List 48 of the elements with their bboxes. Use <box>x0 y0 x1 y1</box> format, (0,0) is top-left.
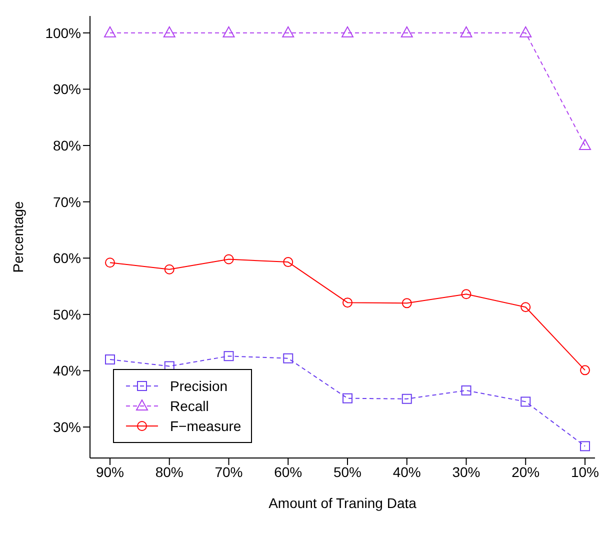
x-tick-label: 60% <box>274 464 302 480</box>
x-tick-label: 20% <box>512 464 540 480</box>
y-tick-label: 50% <box>52 306 81 322</box>
point <box>400 26 413 38</box>
y-tick-label: 80% <box>52 137 81 154</box>
x-tick-label: 40% <box>392 464 421 480</box>
x-tick-label: 30% <box>452 464 480 480</box>
point <box>342 26 354 38</box>
point <box>520 302 531 312</box>
point <box>282 26 294 38</box>
y-tick-label: 60% <box>52 250 81 266</box>
point <box>105 354 115 364</box>
point <box>402 394 412 404</box>
point <box>163 26 176 38</box>
y-tick-label: 100% <box>45 24 81 41</box>
point <box>224 351 234 362</box>
point <box>402 298 412 308</box>
point <box>461 289 472 300</box>
legend-label: Precision <box>170 378 228 394</box>
x-tick-label: 80% <box>155 464 184 480</box>
point <box>580 365 590 376</box>
point <box>580 441 590 452</box>
point <box>460 26 472 38</box>
point <box>164 264 174 274</box>
point <box>104 26 116 38</box>
point <box>342 393 352 404</box>
legend-label: F−measure <box>170 418 242 434</box>
point <box>520 396 531 407</box>
y-tick-label: 30% <box>52 419 81 435</box>
y-tick-label: 70% <box>52 194 81 210</box>
point <box>222 26 235 38</box>
point <box>520 26 532 38</box>
point <box>579 139 591 150</box>
point <box>461 385 472 396</box>
x-tick-label: 50% <box>333 464 362 480</box>
y-tick-label: 40% <box>52 362 81 379</box>
point <box>283 353 294 364</box>
point <box>283 257 294 268</box>
legend-label: Recall <box>170 398 209 414</box>
x-tick-label: 70% <box>214 464 243 480</box>
point <box>224 254 234 264</box>
point <box>105 258 115 268</box>
point <box>342 298 352 308</box>
y-tick-label: 90% <box>52 81 81 98</box>
y-axis-title: Percentage <box>10 200 26 273</box>
x-tick-label: 10% <box>570 464 600 480</box>
x-axis-title: Amount of Traning Data <box>268 495 417 511</box>
x-tick-label: 90% <box>96 464 124 480</box>
